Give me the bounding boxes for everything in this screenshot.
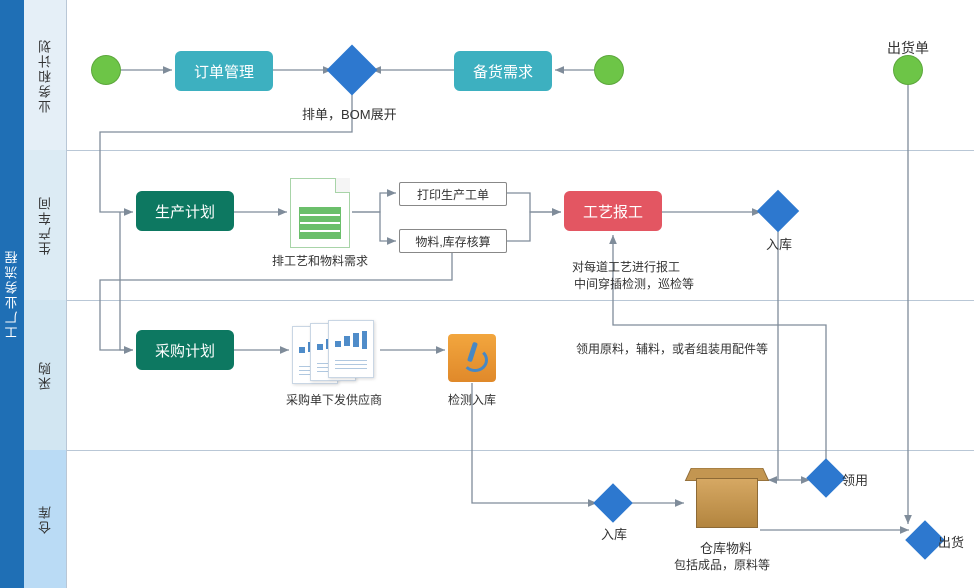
- prodPlan: 生产计划: [136, 191, 234, 231]
- microscope: [448, 334, 496, 382]
- diamond1: [327, 45, 378, 96]
- lane-divider: [66, 300, 974, 301]
- diamondShip-label: 出货: [938, 532, 964, 551]
- lane-separator: [66, 0, 67, 588]
- microscope-label: 检测入库: [448, 391, 496, 408]
- diamondIn-label: 入库: [766, 234, 792, 253]
- lane-label-text: 业务和计划: [36, 38, 55, 113]
- lane-label-text: 生产车间: [36, 195, 55, 255]
- orderMgmt: 订单管理: [175, 51, 273, 91]
- diamondWhIn: [593, 483, 633, 523]
- reportNote2: 中间穿插检测，巡检等: [574, 275, 694, 292]
- diagram-title: 工厂业务流程: [3, 249, 22, 339]
- diamondWhIn-label: 入库: [601, 524, 627, 543]
- shipCircle: [893, 55, 923, 85]
- purchaseNote: 领用原料，辅料，或者组装用配件等: [576, 340, 768, 357]
- docIcon-label: 排工艺和物料需求: [272, 252, 368, 269]
- papers: [292, 320, 377, 385]
- stockReq: 备货需求: [454, 51, 552, 91]
- papers-label: 采购单下发供应商: [286, 391, 382, 408]
- diamondIn: [757, 190, 799, 232]
- start1: [91, 55, 121, 85]
- lane-label: 业务和计划: [24, 0, 66, 150]
- box-body: [696, 478, 758, 528]
- box3d-label2: 包括成品，原料等: [674, 556, 770, 573]
- paper-icon: [328, 320, 374, 378]
- techReport: 工艺报工: [564, 191, 662, 231]
- lane-label: 生产车间: [24, 150, 66, 300]
- printOrder: 打印生产工单: [399, 182, 507, 206]
- start2: [594, 55, 624, 85]
- lane-label-text: 仓库: [36, 504, 55, 534]
- diamond1-label: 排单，BOM展开: [302, 104, 397, 123]
- matCheck: 物料,库存核算: [399, 229, 507, 253]
- lane-label-text: 采购: [36, 360, 55, 390]
- box3d: [688, 460, 768, 532]
- lane-label: 采购: [24, 300, 66, 450]
- lane-label: 仓库: [24, 450, 66, 588]
- lane-divider: [66, 150, 974, 151]
- docIcon: [290, 178, 350, 248]
- lane-divider: [66, 450, 974, 451]
- reportNote1: 对每道工艺进行报工: [572, 258, 680, 275]
- title-bar: 工厂业务流程: [0, 0, 24, 588]
- box3d-label1: 仓库物料: [700, 538, 752, 557]
- diamondUse: [806, 458, 846, 498]
- diamondUse-label: 领用: [842, 470, 868, 489]
- purchasePlan: 采购计划: [136, 330, 234, 370]
